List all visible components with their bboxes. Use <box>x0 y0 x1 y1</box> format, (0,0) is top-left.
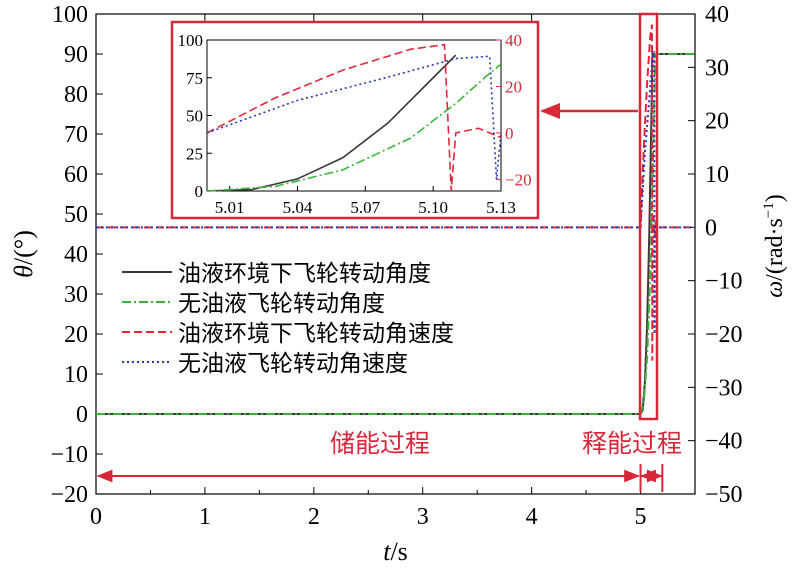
inset-y-right-tick-label: 0 <box>505 124 514 143</box>
inset-plot: 5.01 5.04 5.07 5.10 5.13 0 25 50 75 100 −20 0 20 40 <box>170 20 540 220</box>
y-left-tick-label: 70 <box>64 122 88 148</box>
y-left-tick-label: 60 <box>64 162 88 188</box>
y-right-tick-label: −10 <box>705 269 743 295</box>
inset-y-left-tick-label: 0 <box>195 182 204 201</box>
y-left-tick-label: 100 <box>52 2 88 28</box>
y-left-tick-label: −10 <box>50 442 88 468</box>
inset-x-tick-label: 5.04 <box>283 198 313 217</box>
inset-x-tick-label: 5.01 <box>215 198 245 217</box>
x-tick-label: 2 <box>308 504 320 530</box>
main-plot: 0 1 2 3 4 5−20−100102030405060708090100−50−40… <box>9 2 788 566</box>
y-right-axis-label: ω/(rad·s−1) <box>761 194 788 298</box>
x-tick-label: 1 <box>199 504 211 530</box>
y-left-tick-label: 10 <box>64 362 88 388</box>
y-right-tick-label: 40 <box>705 2 729 28</box>
y-left-tick-label: 50 <box>64 202 88 228</box>
legend-label-1: 无油液飞轮转动角度 <box>178 291 385 317</box>
y-right-tick-label: 10 <box>705 162 729 188</box>
legend-label-0: 油液环境下飞轮转动角度 <box>178 261 431 287</box>
release-label: 释能过程 <box>582 429 682 458</box>
legend: 油液环境下飞轮转动角度无油液飞轮转动角度油液环境下飞轮转动角速度无油液飞轮转动角… <box>122 261 454 377</box>
y-left-tick-label: 20 <box>64 322 88 348</box>
inset-x-tick-label: 5.13 <box>486 198 516 217</box>
y-left-tick-label: −20 <box>50 482 88 508</box>
inset-x-tick-label: 5.10 <box>418 198 448 217</box>
release-highlight-box <box>638 12 659 421</box>
inset-y-right-tick-label: 40 <box>505 31 522 50</box>
y-right-tick-label: 20 <box>705 109 729 135</box>
y-right-tick-label: −30 <box>705 375 743 401</box>
inset-y-left-tick-label: 75 <box>186 69 203 88</box>
y-right-tick-label: 30 <box>705 55 729 81</box>
inset-y-left-tick-label: 100 <box>178 31 204 50</box>
y-left-tick-label: 40 <box>64 242 88 268</box>
storage-label: 储能过程 <box>330 429 430 458</box>
y-left-tick-label: 80 <box>64 82 88 108</box>
x-axis-label: t/s <box>383 537 408 566</box>
inset-y-right-tick-label: 20 <box>505 77 522 96</box>
y-left-tick-label: 90 <box>64 42 88 68</box>
inset-y-right-tick-label: −20 <box>505 170 532 189</box>
inset-series-line-0 <box>207 54 457 192</box>
y-right-tick-label: −50 <box>705 482 743 508</box>
y-left-tick-label: 0 <box>76 402 88 428</box>
inset-y-left-tick-label: 50 <box>186 107 203 126</box>
inset-series-line-2 <box>207 43 501 192</box>
x-tick-label: 4 <box>526 504 538 530</box>
inset-series-line-3 <box>207 55 501 180</box>
annotations: 储能过程 释能过程 <box>96 103 682 492</box>
y-left-axis-label: θ/(°) <box>9 230 38 278</box>
x-tick-label: 3 <box>417 504 429 530</box>
x-tick-label: 5 <box>635 504 647 530</box>
inset-y-left-tick-label: 25 <box>186 144 203 163</box>
x-tick-label: 0 <box>90 504 102 530</box>
inset-series-group <box>207 43 501 192</box>
legend-label-2: 油液环境下飞轮转动角速度 <box>178 321 454 347</box>
y-right-tick-label: −40 <box>705 429 743 455</box>
series-line-1 <box>96 53 695 415</box>
series-line-3 <box>96 51 695 335</box>
inset-series-line-1 <box>207 63 501 192</box>
y-right-tick-label: 0 <box>705 215 717 241</box>
legend-label-3: 无油液飞轮转动角速度 <box>178 351 408 377</box>
y-left-tick-label: 30 <box>64 282 88 308</box>
y-right-tick-label: −20 <box>705 322 743 348</box>
inset-outer-box <box>170 20 540 220</box>
inset-x-tick-label: 5.07 <box>350 198 380 217</box>
